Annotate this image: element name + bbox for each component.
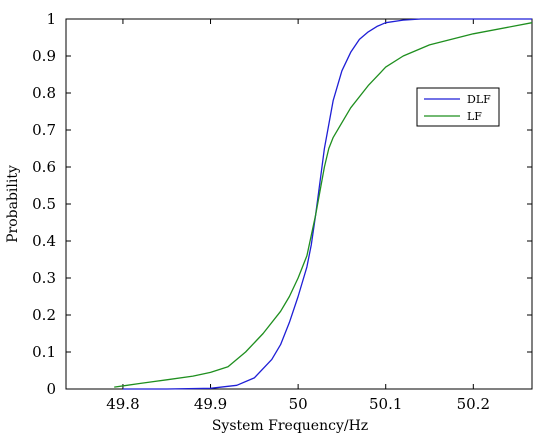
y-tick-label: 1 xyxy=(46,10,56,28)
x-tick-label: 50.1 xyxy=(369,395,402,413)
tick-labels: 49.8 49.9 50 50.1 50.2 0 0.1 0.2 0.3 0.4 0.5 0.6 0.7… xyxy=(32,10,490,413)
axis-ticks xyxy=(66,18,532,390)
y-tick-label: 0.6 xyxy=(32,158,56,176)
y-tick-label: 0.2 xyxy=(32,306,56,324)
legend: DLF LF xyxy=(416,87,500,127)
x-tick-label: 49.9 xyxy=(194,395,227,413)
x-tick-label: 50 xyxy=(289,395,308,413)
y-tick-label: 0.8 xyxy=(32,84,56,102)
plot-area xyxy=(65,18,533,390)
y-tick-label: 0 xyxy=(46,380,56,398)
y-tick-label: 0.5 xyxy=(32,195,56,213)
legend-label-lf: LF xyxy=(467,110,482,123)
y-tick-label: 0.1 xyxy=(32,343,56,361)
y-axis-label: Probability xyxy=(5,165,21,243)
x-axis-label: System Frequency/Hz xyxy=(212,418,368,434)
y-tick-label: 0.3 xyxy=(32,269,56,287)
legend-label-dlf: DLF xyxy=(467,93,491,106)
y-tick-label: 0.4 xyxy=(32,232,56,250)
y-tick-label: 0.7 xyxy=(32,121,56,139)
series-line-dlf xyxy=(122,18,532,390)
x-tick-label: 49.8 xyxy=(106,395,139,413)
x-tick-label: 50.2 xyxy=(457,395,490,413)
series-lines xyxy=(114,18,533,390)
legend-box xyxy=(416,87,500,127)
y-tick-label: 0.9 xyxy=(32,47,56,65)
series-line-lf xyxy=(114,22,533,388)
